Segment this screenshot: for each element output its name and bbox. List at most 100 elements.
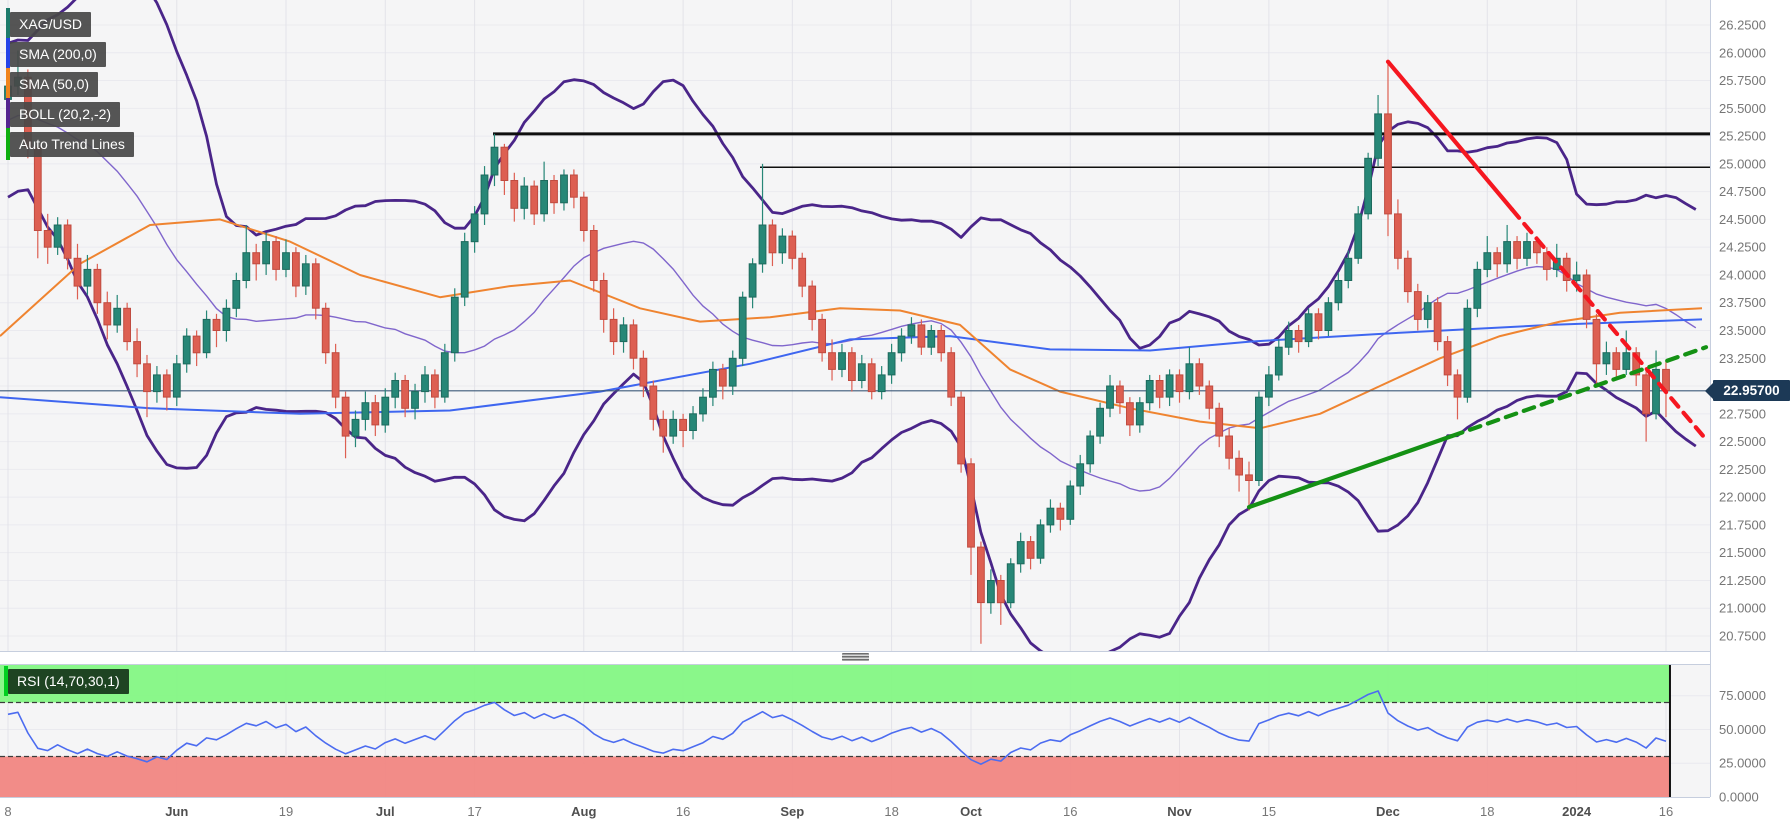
time-axis-label: Jul (376, 804, 395, 819)
candle-body (113, 307, 122, 326)
red-trend-line-solid (1385, 59, 1515, 212)
candle-body (1622, 352, 1631, 370)
bollinger-upper-band (7, 0, 1697, 350)
candle-body (1066, 485, 1075, 520)
overbought-zone (0, 664, 1670, 703)
candle (709, 361, 717, 407)
candle (609, 308, 618, 355)
candle-body (510, 180, 519, 209)
candle (1155, 374, 1164, 409)
candle (1046, 499, 1055, 533)
candle-body (321, 307, 330, 354)
candle-body (798, 257, 807, 287)
candle-body (1364, 157, 1372, 215)
candle-body (728, 357, 737, 387)
candlestick-series (4, 50, 1670, 644)
candle (579, 191, 588, 242)
legend-label: XAG/USD (10, 11, 92, 37)
candle-body (401, 380, 410, 409)
candle-body (1205, 385, 1214, 409)
candle-body (639, 357, 648, 387)
candle-body (1374, 113, 1382, 159)
candle (1235, 450, 1243, 492)
candle (550, 174, 558, 214)
candle (937, 324, 946, 362)
candle-body (560, 174, 568, 204)
candle (1126, 397, 1134, 437)
candle-body (1642, 374, 1650, 415)
candle (103, 291, 112, 340)
rsi-line (7, 690, 1667, 765)
candle-body (977, 546, 985, 604)
candle-body (252, 252, 261, 265)
candle-body (967, 463, 975, 548)
candle (153, 366, 161, 403)
candle (530, 180, 539, 225)
price-tick-label: 24.7500 (1719, 184, 1766, 199)
candle (1354, 206, 1363, 264)
candle (73, 243, 82, 300)
candle (599, 272, 608, 333)
candle-body (867, 363, 876, 393)
time-axis[interactable]: 8 Jun 19 Jul 17 Aug 16 Sep 18 Oct 16 Nov 15 Dec 18 2024… (4, 804, 1673, 819)
candle-body (738, 296, 747, 359)
candle (1463, 299, 1472, 403)
candle-body (153, 374, 161, 393)
candle (301, 254, 310, 295)
candle (768, 219, 777, 267)
current-price-value: 22.95700 (1723, 383, 1780, 398)
candle (1413, 283, 1422, 331)
pane-divider-handle[interactable] (842, 653, 869, 661)
candle-body (103, 302, 112, 326)
candle-body (1006, 563, 1015, 604)
time-axis-label: 15 (1262, 804, 1276, 819)
candle (1314, 308, 1323, 340)
candle-body (1056, 507, 1065, 520)
candle-body (1324, 302, 1333, 332)
candle-body (143, 363, 151, 393)
candle (1056, 502, 1065, 531)
candle-body (232, 280, 241, 309)
candle-body (421, 374, 429, 393)
candle (1215, 402, 1224, 448)
candle (1195, 358, 1204, 395)
candle-body (1652, 368, 1660, 415)
price-tick-label: 21.2500 (1719, 573, 1766, 588)
rsi-legend-label: RSI (14,70,30,1) (8, 668, 129, 694)
price-tick-label: 24.0000 (1719, 267, 1766, 282)
candle (510, 172, 519, 222)
candle (1255, 391, 1263, 487)
price-tick-label: 25.0000 (1719, 156, 1766, 171)
candle-body (629, 324, 638, 359)
candle-body (500, 146, 509, 181)
candle (63, 219, 72, 270)
candle (182, 328, 191, 373)
candle (1592, 313, 1601, 387)
candle (1185, 347, 1194, 400)
candle-body (669, 418, 678, 437)
candle-body (1046, 507, 1055, 526)
candle-body (1354, 213, 1363, 259)
candle-body (530, 185, 539, 215)
main-pane-bg[interactable] (0, 0, 1710, 651)
candle (629, 319, 638, 370)
candle-body (440, 352, 449, 398)
candle-body (1463, 307, 1472, 398)
candle (857, 354, 866, 389)
legend-label: BOLL (20,2,-2) (10, 101, 121, 127)
candle-body (371, 402, 380, 426)
legend-label: SMA (200,0) (10, 41, 106, 67)
candle (560, 169, 568, 211)
candle (1076, 454, 1085, 495)
candle (1265, 366, 1273, 407)
rsi-zones (0, 664, 1671, 797)
candle-body (490, 146, 499, 176)
price-axis[interactable]: 26.2500 26.0000 25.7500 25.5000 25.2500 25.00… (1719, 17, 1766, 804)
candle-body (897, 335, 906, 354)
candle (718, 363, 727, 400)
candle-body (1602, 352, 1611, 365)
candle-body (381, 396, 390, 426)
candle-body (1453, 374, 1462, 398)
